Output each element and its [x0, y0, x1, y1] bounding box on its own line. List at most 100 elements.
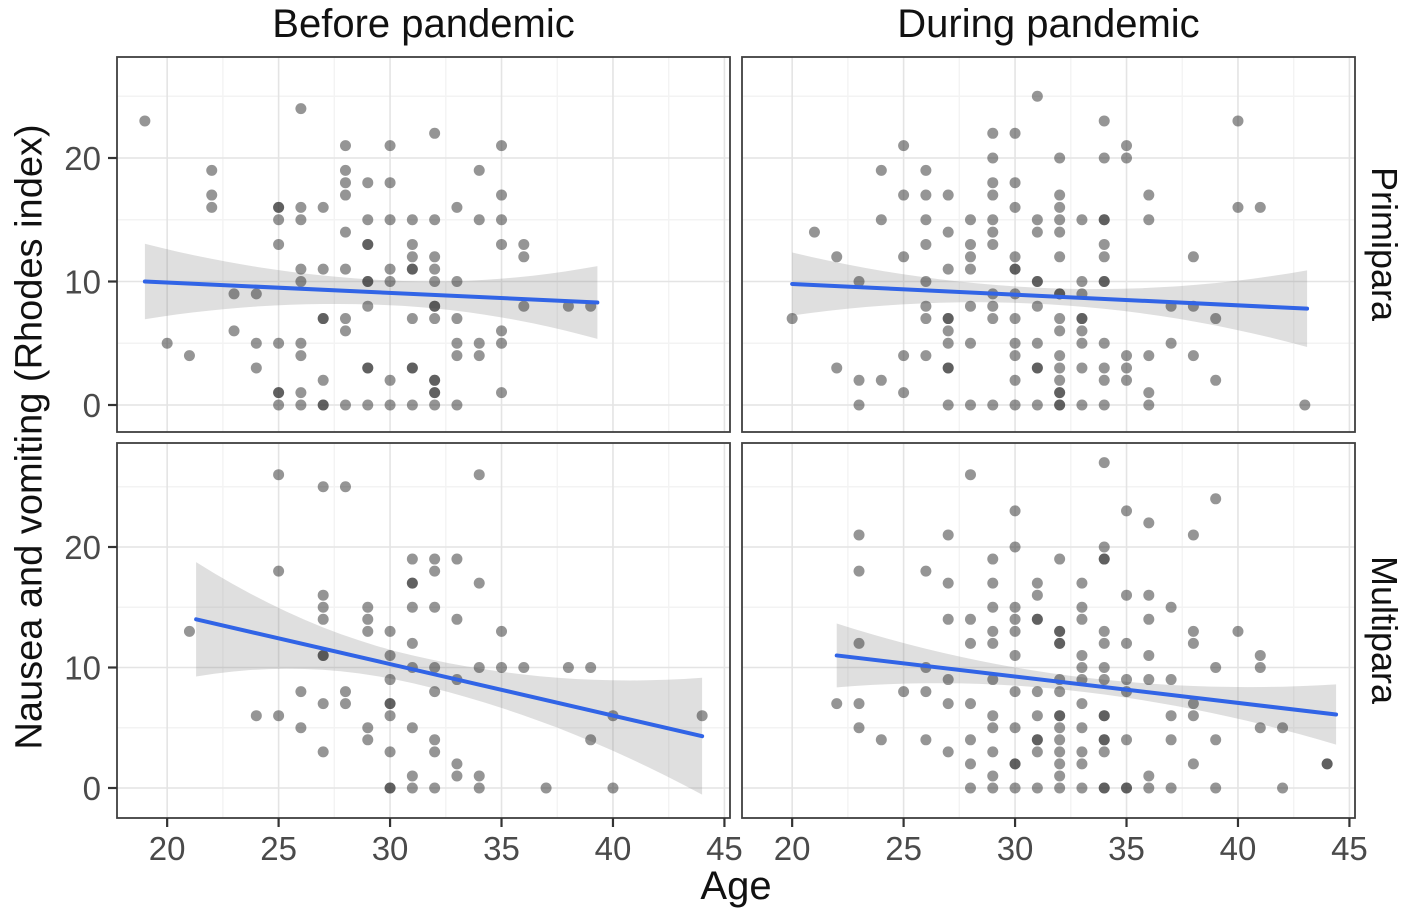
data-point: [1121, 350, 1133, 362]
data-point: [898, 189, 910, 201]
panel-during-primipara: [741, 56, 1356, 433]
data-point: [898, 140, 910, 152]
data-point: [942, 337, 954, 349]
data-point: [273, 469, 285, 481]
data-point: [920, 189, 932, 201]
data-point: [987, 782, 999, 794]
data-point: [273, 214, 285, 226]
data-point: [898, 251, 910, 263]
data-point: [339, 399, 351, 411]
data-point: [339, 313, 351, 325]
data-point: [295, 337, 307, 349]
data-point: [473, 662, 485, 673]
data-point: [206, 189, 218, 201]
data-point: [987, 637, 999, 649]
data-point: [562, 300, 574, 312]
data-point: [406, 313, 418, 325]
data-point: [1076, 313, 1088, 325]
data-point: [273, 399, 285, 411]
data-point: [1054, 722, 1066, 734]
data-point: [206, 201, 218, 213]
panel-before-primipara: 0 10 20: [64, 56, 731, 433]
data-point: [496, 325, 508, 337]
data-point: [1165, 710, 1177, 722]
data-point: [1054, 313, 1066, 325]
data-point: [1009, 350, 1021, 362]
data-point: [1098, 746, 1110, 758]
data-point: [1054, 399, 1066, 411]
data-point: [987, 177, 999, 189]
data-point: [853, 276, 865, 287]
data-point: [1210, 662, 1222, 673]
data-point: [964, 469, 976, 481]
data-point: [987, 313, 999, 325]
data-point: [1054, 325, 1066, 337]
data-point: [1232, 201, 1244, 213]
data-point: [1098, 251, 1110, 263]
data-point: [942, 613, 954, 625]
data-point: [1031, 782, 1043, 794]
data-point: [1054, 734, 1066, 746]
facet-row-label-primipara: Primipara: [1364, 166, 1405, 322]
data-point: [942, 263, 954, 275]
data-point: [1031, 613, 1043, 625]
data-point: [473, 214, 485, 226]
data-point: [1054, 152, 1066, 164]
data-point: [1076, 399, 1088, 411]
data-point: [942, 313, 954, 325]
data-point: [451, 337, 463, 349]
data-point: [1098, 734, 1110, 746]
data-point: [831, 362, 843, 374]
data-point: [317, 698, 329, 710]
data-point: [1009, 177, 1021, 189]
facet-col-label-before-pandemic: Before pandemic: [272, 2, 575, 46]
data-point: [987, 770, 999, 782]
data-point: [853, 374, 865, 386]
panel-during-multipara: 20 25 30 35 40 45: [741, 442, 1368, 867]
data-point: [1187, 637, 1199, 649]
data-point: [1009, 625, 1021, 637]
data-point: [1076, 214, 1088, 226]
data-point: [1031, 214, 1043, 226]
data-point: [1187, 625, 1199, 637]
data-point: [964, 300, 976, 312]
data-point: [1076, 722, 1088, 734]
data-point: [429, 214, 441, 226]
data-point: [317, 399, 329, 411]
data-point: [317, 746, 329, 758]
data-point: [1254, 722, 1266, 734]
data-point: [1098, 710, 1110, 722]
data-point: [1054, 758, 1066, 770]
data-point: [920, 164, 932, 176]
data-point: [920, 300, 932, 312]
data-point: [1054, 387, 1066, 399]
data-point: [1254, 662, 1266, 673]
data-point: [920, 350, 932, 362]
data-point: [295, 399, 307, 411]
x-tick-label: 40: [1220, 830, 1257, 867]
data-point: [1165, 674, 1177, 686]
data-point: [362, 625, 374, 637]
data-point: [920, 313, 932, 325]
data-point: [1054, 350, 1066, 362]
data-point: [1054, 746, 1066, 758]
data-point: [942, 362, 954, 374]
data-point: [1009, 337, 1021, 349]
data-point: [1143, 350, 1155, 362]
data-point: [451, 313, 463, 325]
data-point: [473, 782, 485, 794]
data-point: [875, 374, 887, 386]
data-point: [1232, 115, 1244, 127]
data-point: [1098, 214, 1110, 226]
data-point: [317, 601, 329, 613]
data-point: [183, 625, 195, 637]
data-point: [942, 226, 954, 238]
data-point: [473, 164, 485, 176]
data-point: [183, 350, 195, 362]
data-point: [964, 698, 976, 710]
data-point: [1054, 625, 1066, 637]
data-point: [339, 177, 351, 189]
data-point: [1143, 770, 1155, 782]
data-point: [295, 276, 307, 287]
data-point: [384, 177, 396, 189]
